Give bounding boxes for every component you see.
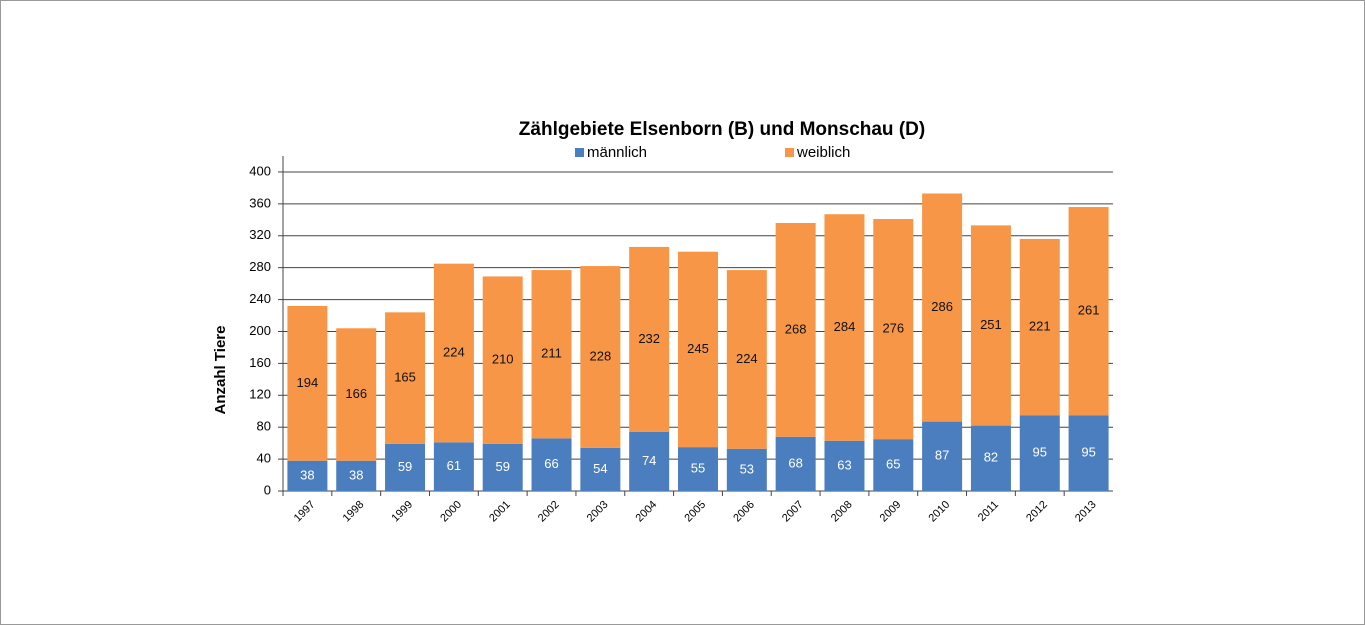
value-label: 95 [1033,445,1047,460]
y-tick-label: 200 [249,323,271,338]
legend-label: weiblich [796,144,850,161]
bar-segment [726,270,767,449]
value-label: 38 [349,467,363,482]
bar-segment [678,251,718,448]
bar-segment [1019,238,1060,416]
chart-title: Zählgebiete Elsenborn (B) und Monschau (… [519,119,925,140]
bar-segment [287,305,328,461]
bar-segment [775,436,816,491]
value-label: 53 [740,461,754,476]
value-label: 68 [788,455,802,470]
value-label: 38 [300,467,314,482]
value-label: 224 [736,351,758,366]
value-label: 251 [980,317,1002,332]
value-label: 268 [785,321,807,336]
value-label: 87 [935,448,949,463]
bar-segment [824,440,865,491]
legend-label: männlich [587,144,647,161]
y-axis-label: Anzahl Tiere [212,326,229,415]
y-tick-label: 80 [257,419,271,434]
bar-segment [873,219,914,440]
bar-segment [580,447,621,491]
y-tick-label: 0 [264,482,271,497]
bar-segment [970,225,1011,426]
bar-segment [336,328,377,461]
value-label: 165 [394,370,416,385]
bar-segment [531,270,572,439]
value-label: 232 [638,331,660,346]
y-tick-label: 320 [249,227,271,242]
bar-segment [1068,415,1109,491]
value-label: 221 [1029,319,1051,334]
value-label: 194 [297,375,319,390]
legend-swatch [785,148,794,157]
value-label: 286 [931,299,953,314]
bar-segment [922,193,963,422]
bar-segment [336,460,377,491]
value-label: 245 [687,341,709,356]
bar-segment [873,439,914,491]
value-label: 211 [541,346,562,361]
y-tick-label: 360 [249,195,271,210]
bar-segment [433,263,474,443]
bar-segment [678,447,718,491]
value-label: 261 [1078,303,1100,318]
value-label: 55 [691,461,705,476]
value-label: 63 [837,457,851,472]
bar-segment [385,443,426,491]
value-label: 61 [447,458,461,473]
y-tick-label: 240 [249,291,271,306]
value-label: 95 [1081,445,1095,460]
y-tick-label: 160 [249,355,271,370]
y-tick-label: 40 [257,451,271,466]
value-label: 59 [495,459,509,474]
bar-segment [580,266,621,448]
bar-segment [287,460,328,491]
bar-segment [726,448,767,491]
bar-segment [824,214,865,441]
bar-segment [922,421,963,491]
bar-segment [1068,207,1109,416]
bar-segment [482,276,523,444]
bar-segment [629,431,670,491]
value-label: 82 [984,450,998,465]
y-tick-label: 120 [249,387,271,402]
bar-segment [385,312,426,444]
legend-swatch [575,148,584,157]
value-label: 224 [443,344,465,359]
value-label: 210 [492,352,514,367]
value-label: 74 [642,453,656,468]
bar-segment [970,425,1011,491]
y-tick-label: 400 [249,163,271,178]
value-label: 54 [593,461,607,476]
bar-segment [775,223,816,437]
value-label: 59 [398,459,412,474]
bar-segment [433,442,474,491]
value-label: 166 [345,386,367,401]
value-label: 65 [886,457,900,472]
y-tick-label: 280 [249,259,271,274]
bar-segment [531,438,572,491]
bar-segment [1019,415,1060,491]
value-label: 284 [834,319,856,334]
value-label: 276 [882,321,904,336]
value-label: 66 [544,456,558,471]
bar-segment [482,443,523,491]
bar-segment [629,246,670,432]
value-label: 228 [590,348,612,363]
